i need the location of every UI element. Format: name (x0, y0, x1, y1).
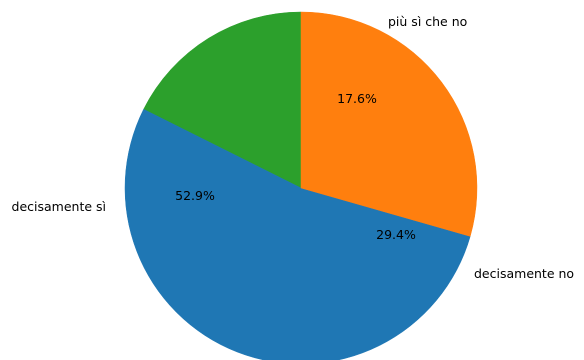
slice-label-piu-si-che-no: più sì che no (388, 14, 467, 29)
slice-label-decisamente-no: decisamente no (474, 266, 574, 281)
pct-label-decisamente-no: 29.4% (376, 227, 416, 242)
pct-label-decisamente-si: 52.9% (175, 188, 215, 203)
slice-label-decisamente-si: decisamente sì (12, 199, 106, 214)
pie-slice-1 (124, 108, 471, 360)
pie-slice-2 (300, 11, 478, 237)
pct-label-piu-si-che-no: 17.6% (337, 91, 377, 106)
pie-slices (124, 11, 478, 360)
pie-slice-0 (143, 11, 302, 189)
pie-percent-labels: 17.6% 52.9% 29.4% (175, 91, 416, 242)
pie-labels: più sì che no decisamente sì decisamente… (12, 14, 575, 281)
